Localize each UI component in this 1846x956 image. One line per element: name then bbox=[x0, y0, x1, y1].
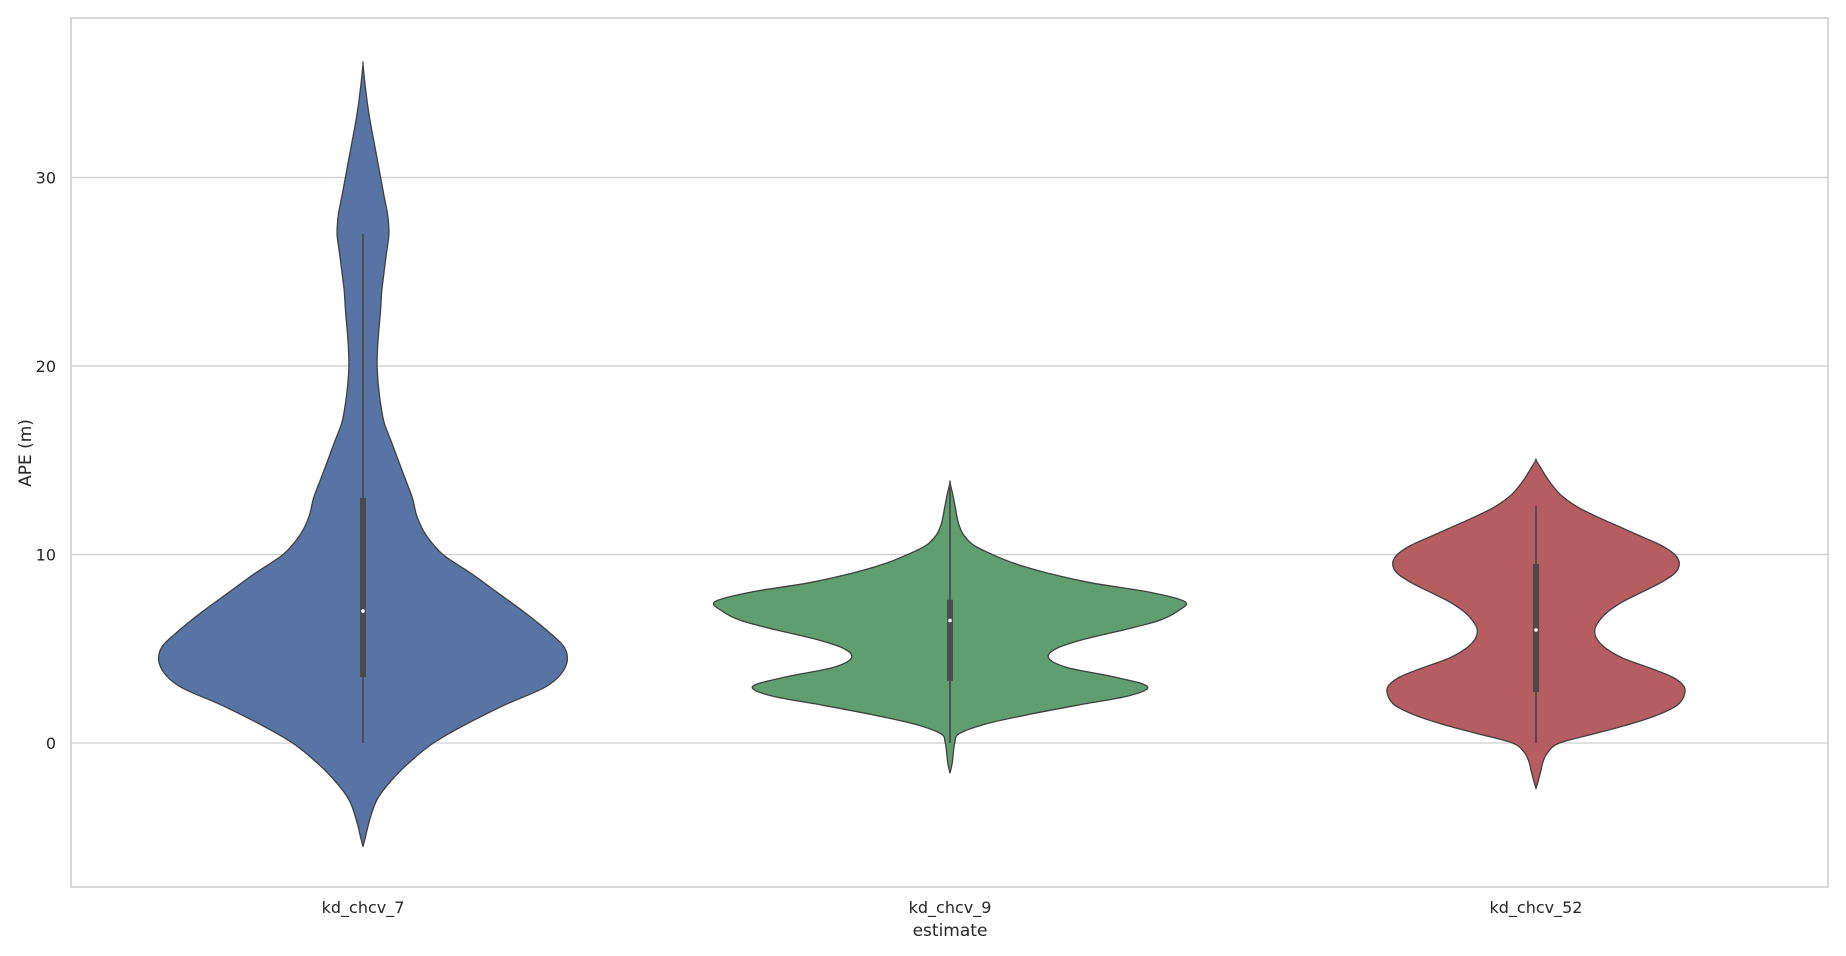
violin-kd_chcv_9 bbox=[712, 480, 1188, 774]
y-axis-label: APE (m) bbox=[16, 419, 36, 487]
y-tick-label: 10 bbox=[36, 546, 56, 565]
iqr-box bbox=[360, 497, 366, 678]
y-axis: 0 10 20 30 bbox=[36, 169, 56, 754]
violin-kd_chcv_52 bbox=[1386, 458, 1686, 791]
y-tick-label: 20 bbox=[36, 357, 56, 376]
median-point bbox=[1534, 628, 1538, 632]
iqr-box bbox=[1533, 563, 1539, 693]
y-tick-label: 30 bbox=[36, 169, 56, 188]
median-point bbox=[948, 618, 952, 623]
x-tick-label: kd_chcv_9 bbox=[909, 898, 992, 918]
x-tick-label: kd_chcv_52 bbox=[1490, 898, 1583, 918]
median-point bbox=[361, 609, 365, 613]
violins bbox=[157, 61, 1686, 847]
x-axis-label: estimate bbox=[913, 921, 988, 941]
x-tick-label: kd_chcv_7 bbox=[322, 898, 405, 918]
iqr-box bbox=[947, 599, 953, 681]
x-axis: kd_chcv_7 kd_chcv_9 kd_chcv_52 bbox=[322, 898, 1583, 918]
violin-kd_chcv_7 bbox=[157, 61, 569, 847]
y-tick-label: 0 bbox=[46, 734, 56, 753]
